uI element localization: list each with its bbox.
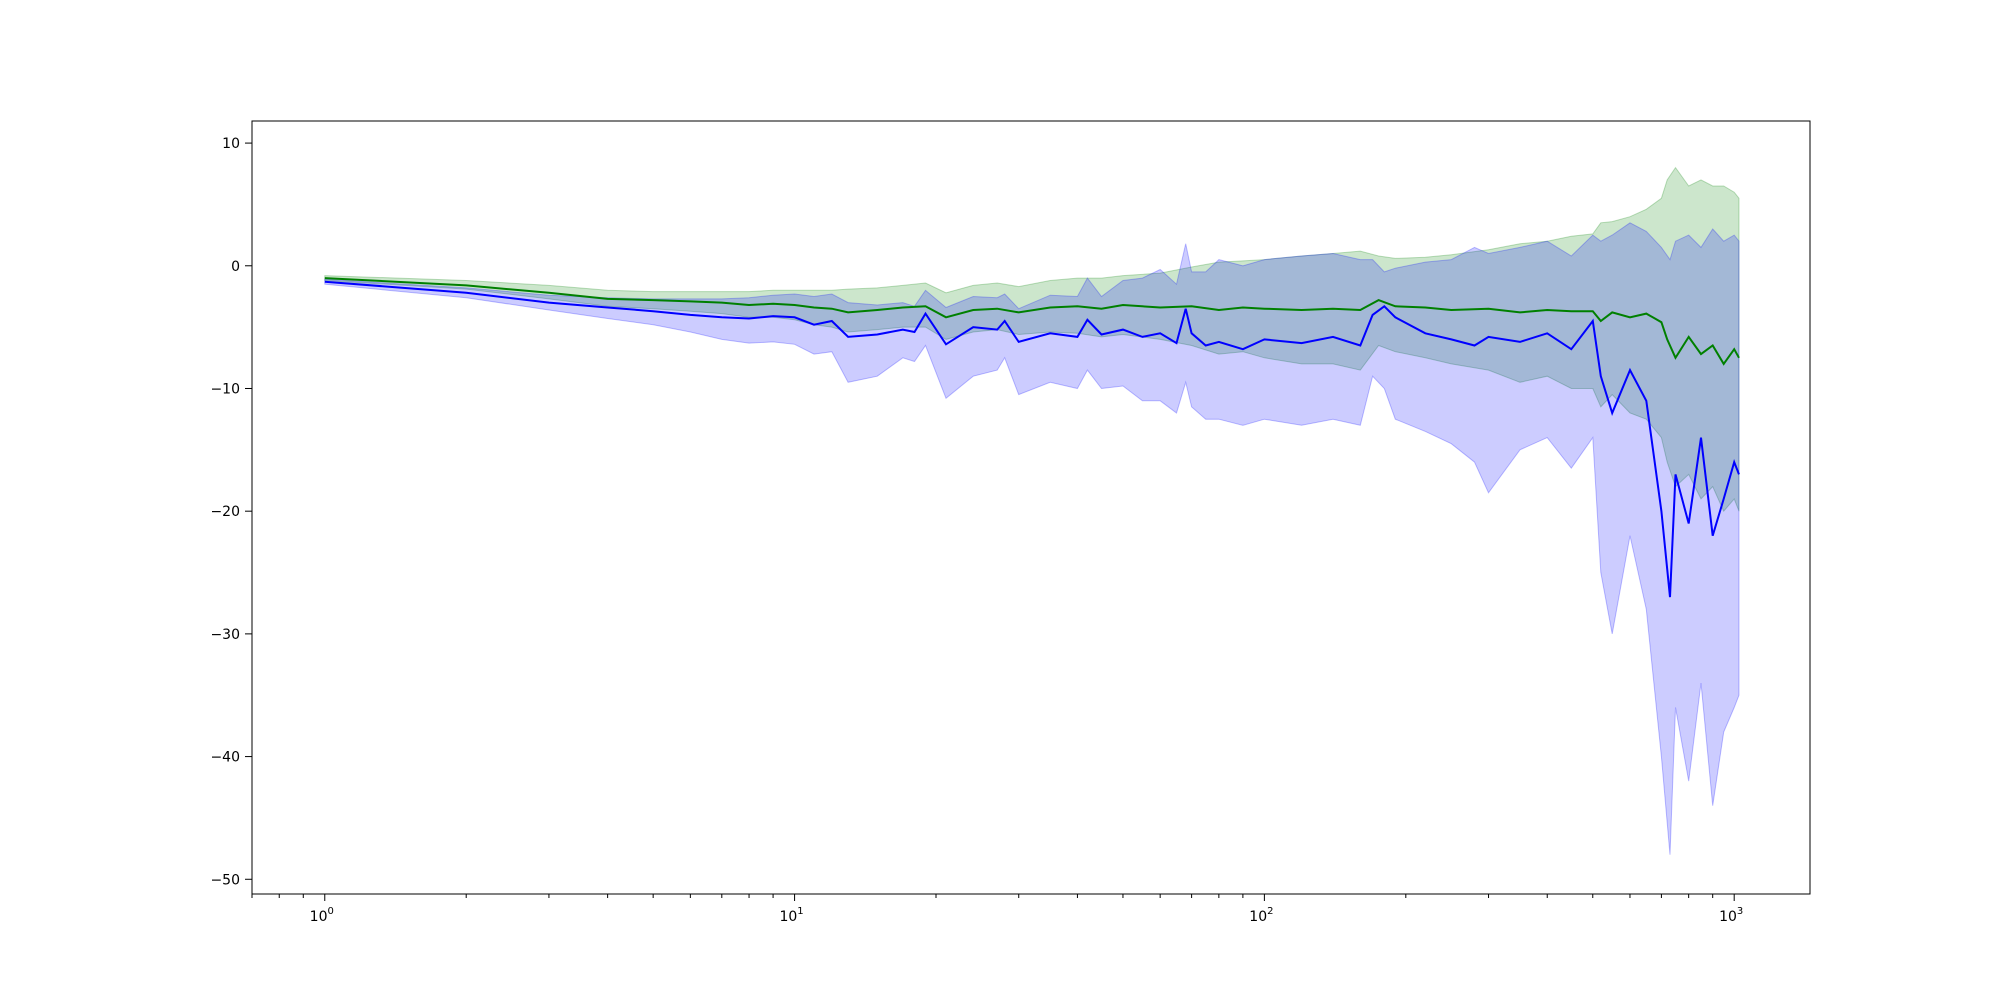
y-axis: 10 0 −10 −20 −30 −40 −50: [210, 136, 252, 888]
x-tick-label: 100: [310, 906, 334, 925]
series-line-1: [324, 280, 1740, 598]
y-tick-label: −30: [210, 627, 240, 643]
band-0: [324, 166, 1740, 513]
y-tick-label: −40: [210, 750, 240, 766]
x-tick-label: 102: [1249, 906, 1273, 925]
y-tick-label: 0: [231, 259, 240, 275]
y-tick-label: 10: [222, 136, 240, 152]
series-lines: [324, 277, 1740, 598]
y-tick-label: −20: [210, 504, 240, 520]
y-tick-label: −50: [210, 872, 240, 888]
x-tick-label: 103: [1719, 906, 1743, 925]
x-axis: 100 101 102 103: [251, 894, 1743, 925]
band-1: [324, 222, 1740, 855]
y-tick-label: −10: [210, 381, 240, 397]
series-line-0: [324, 277, 1740, 366]
plot-frame: [251, 120, 1811, 895]
x-tick-label: 101: [779, 906, 803, 925]
confidence-bands: [324, 166, 1740, 855]
